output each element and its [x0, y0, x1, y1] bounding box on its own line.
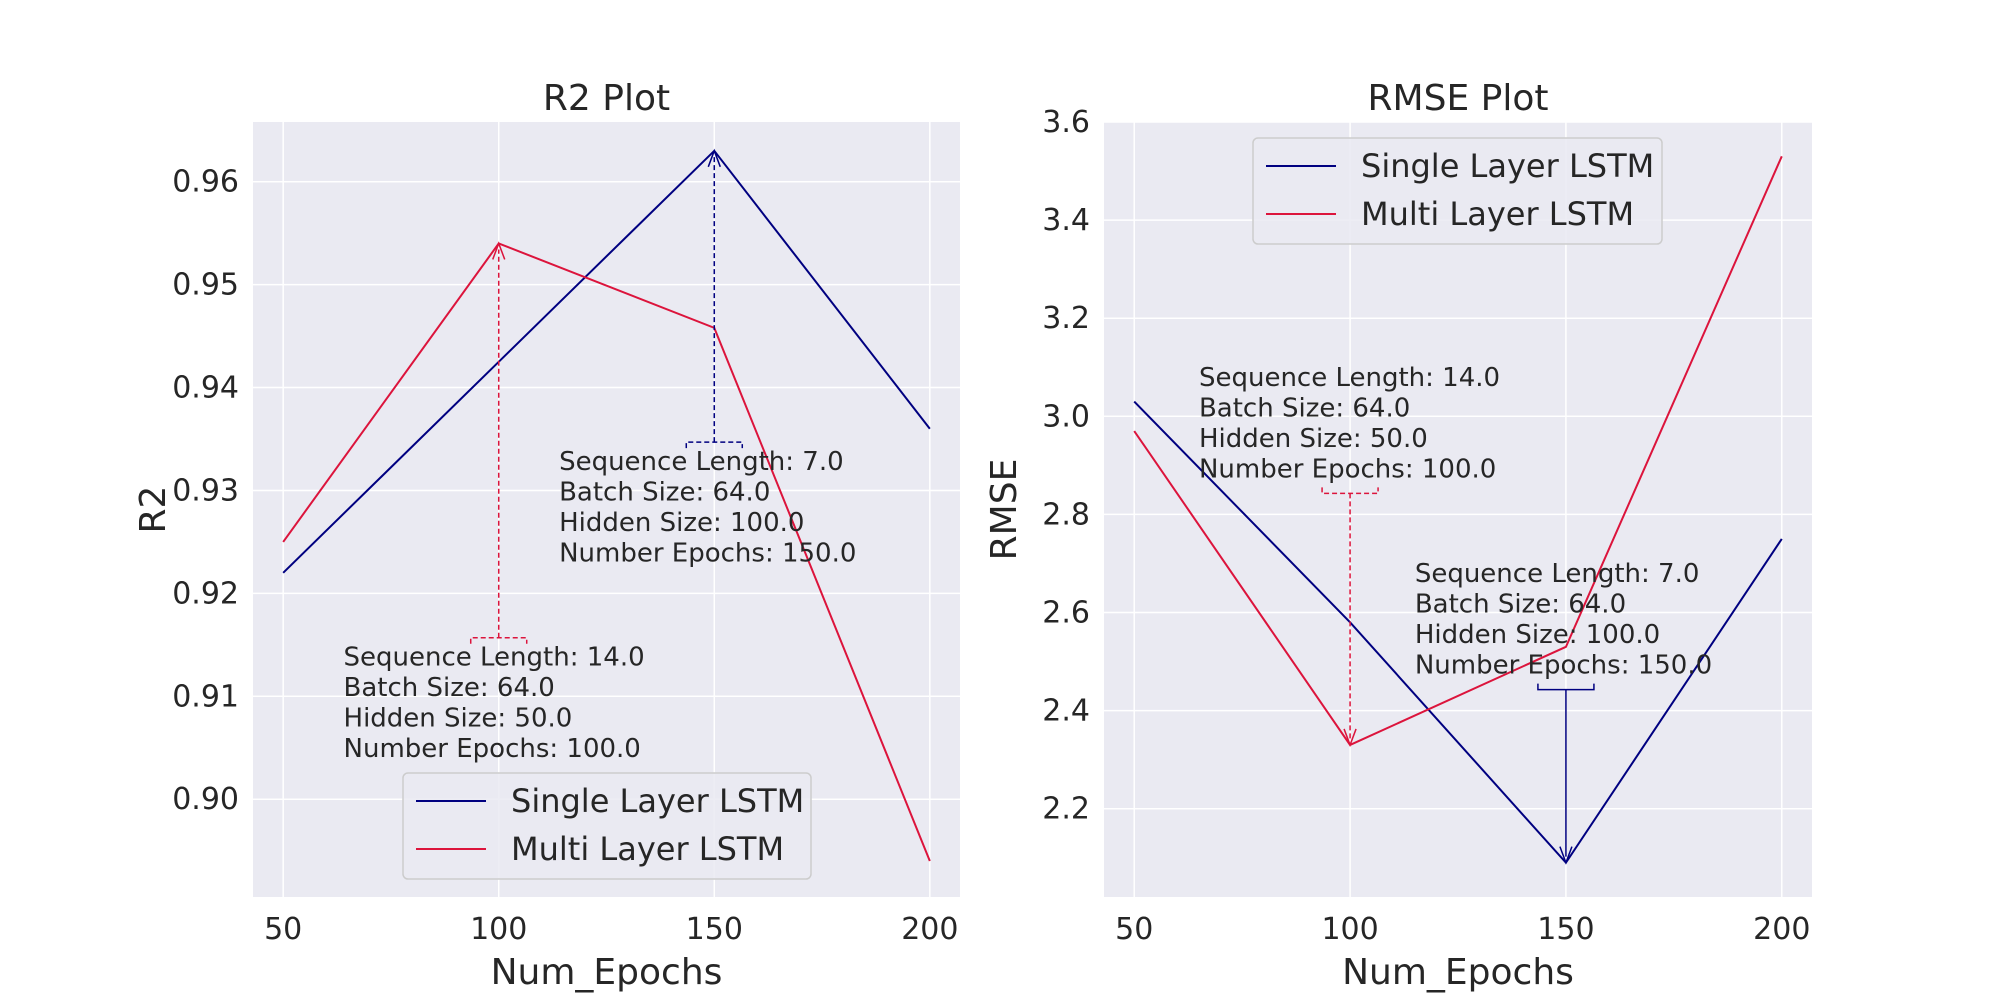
r2-legend-frame: [402, 772, 812, 880]
rmse-y-tick-label: 2.4: [1042, 694, 1090, 729]
r2-legend: Single Layer LSTM Multi Layer LSTM: [402, 772, 812, 880]
r2-y-tick-label: 0.96: [172, 165, 239, 200]
r2-annotation-text: Batch Size: 64.0: [344, 673, 555, 703]
r2-y-tick-label: 0.91: [172, 679, 239, 714]
rmse-y-tick-label: 2.6: [1042, 596, 1090, 631]
rmse-annotation-text: Sequence Length: 14.0: [1199, 363, 1500, 393]
rmse-annotation-text: Batch Size: 64.0: [1199, 393, 1410, 423]
rmse-x-tick-label: 100: [1321, 912, 1378, 947]
rmse-annotation-arrowhead: [1559, 846, 1573, 865]
r2-x-tick-label: 200: [901, 912, 958, 947]
r2-x-axis-label: Num_Epochs: [491, 952, 723, 993]
rmse-annotation-text: Number Epochs: 150.0: [1415, 651, 1712, 681]
r2-y-tick-label: 0.93: [172, 473, 239, 508]
r2-annotation-text: Hidden Size: 100.0: [559, 508, 804, 538]
rmse-legend: Single Layer LSTM Multi Layer LSTM: [1252, 137, 1663, 245]
r2-x-tick-label: 150: [686, 912, 743, 947]
r2-y-axis-label: R2: [133, 486, 174, 534]
rmse-y-tick-label: 3.6: [1042, 105, 1090, 140]
rmse-x-tick-label: 200: [1753, 912, 1810, 947]
r2-y-tick-label: 0.95: [172, 268, 239, 303]
rmse-x-tick-label: 50: [1115, 912, 1153, 947]
rmse-plot-area: [1104, 122, 1812, 897]
r2-annotation-arrowhead: [492, 241, 506, 260]
rmse-y-tick-label: 3.2: [1042, 301, 1090, 336]
rmse-x-axis-label: Num_Epochs: [1342, 952, 1574, 993]
r2-x-tick-label: 50: [264, 912, 302, 947]
r2-annotation-text: Hidden Size: 50.0: [344, 704, 573, 734]
rmse-annotation-text: Sequence Length: 7.0: [1415, 559, 1700, 589]
rmse-series-line-multi-layer: [1133, 155, 1783, 747]
rmse-annotation-arrowhead: [1343, 728, 1357, 748]
r2-legend-label: Multi Layer LSTM: [511, 830, 784, 868]
r2-series-line-multi-layer: [282, 242, 931, 862]
r2-annotation-text: Sequence Length: 14.0: [344, 643, 645, 673]
r2-y-tick-label: 0.92: [172, 576, 239, 611]
rmse-series-line-single-layer: [1133, 400, 1783, 865]
rmse-chart: 50 100 150 200 2.2 2.4 2.6 2.8 3.0 3.2 3.4 3.6 RMSE …: [984, 78, 1812, 993]
rmse-y-axis-label: RMSE: [984, 459, 1025, 561]
rmse-annotation-text: Hidden Size: 50.0: [1199, 424, 1428, 454]
r2-series-line-single-layer: [282, 149, 931, 574]
r2-annotation-text: Batch Size: 64.0: [559, 478, 770, 508]
r2-annotation-arrowhead: [707, 148, 721, 168]
rmse-annotation-text: Hidden Size: 100.0: [1415, 620, 1660, 650]
r2-annotation-text: Number Epochs: 150.0: [559, 539, 856, 569]
rmse-legend-label: Single Layer LSTM: [1361, 147, 1654, 185]
r2-annotation-text: Sequence Length: 7.0: [559, 447, 844, 477]
rmse-y-tick-label: 3.4: [1042, 203, 1090, 238]
rmse-y-tick-label: 2.8: [1042, 497, 1090, 532]
r2-plot-area: [253, 122, 960, 897]
rmse-legend-frame: [1252, 137, 1663, 245]
rmse-annotation-text: Number Epochs: 100.0: [1199, 454, 1496, 484]
r2-y-tick-label: 0.94: [172, 371, 239, 406]
rmse-chart-title: RMSE Plot: [1368, 78, 1549, 119]
rmse-y-tick-label: 2.2: [1042, 792, 1090, 827]
r2-chart-title: R2 Plot: [543, 78, 670, 119]
rmse-x-tick-label: 150: [1537, 912, 1594, 947]
rmse-annotation-text: Batch Size: 64.0: [1415, 590, 1626, 620]
r2-legend-label: Single Layer LSTM: [511, 782, 804, 820]
rmse-y-tick-label: 3.0: [1042, 399, 1090, 434]
r2-x-tick-label: 100: [470, 912, 527, 947]
r2-chart: 50 100 150 200 0.90 0.91 0.92 0.93 0.94 0.95 0.96 R…: [133, 78, 960, 993]
r2-y-tick-label: 0.90: [172, 782, 239, 817]
r2-annotation-text: Number Epochs: 100.0: [344, 734, 641, 764]
rmse-legend-label: Multi Layer LSTM: [1361, 195, 1634, 233]
